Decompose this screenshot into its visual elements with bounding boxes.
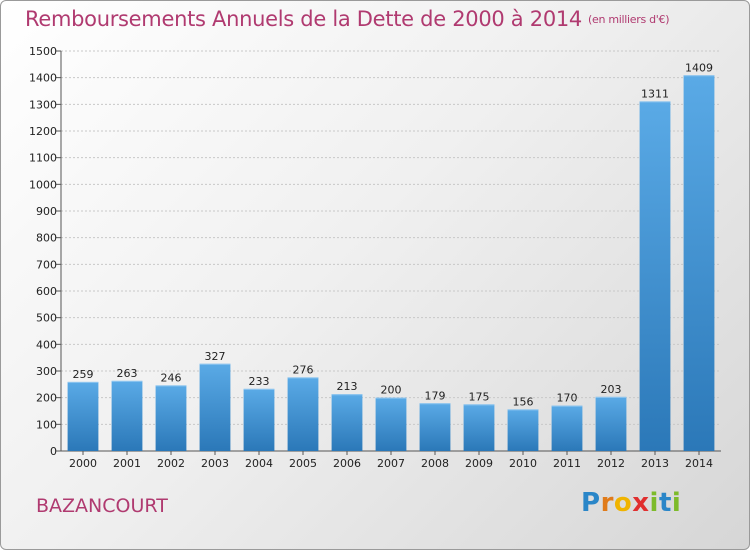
bar <box>639 101 671 452</box>
x-tick-label: 2006 <box>333 457 361 470</box>
y-tick-label: 600 <box>36 285 57 298</box>
chart-title-text: Remboursements Annuels de la Dette de 20… <box>25 7 582 31</box>
y-tick-label: 900 <box>36 205 57 218</box>
x-tick-label: 2012 <box>597 457 625 470</box>
logo-letter: i <box>671 488 682 518</box>
data-label: 203 <box>601 383 622 396</box>
bar <box>463 404 495 451</box>
data-label: 246 <box>161 371 182 384</box>
data-label: 175 <box>469 390 490 403</box>
proxiti-logo: Proxiti <box>581 488 681 518</box>
bar <box>67 381 99 451</box>
bar <box>375 397 407 451</box>
bar <box>199 363 231 451</box>
y-tick-label: 500 <box>36 312 57 325</box>
bar <box>243 388 275 451</box>
y-tick-label: 1200 <box>29 125 57 138</box>
data-label: 233 <box>249 375 270 388</box>
x-tick-label: 2008 <box>421 457 449 470</box>
logo-letter: t <box>658 488 672 518</box>
chart-title: Remboursements Annuels de la Dette de 20… <box>25 7 669 31</box>
bar <box>111 380 143 451</box>
x-tick-label: 2000 <box>69 457 97 470</box>
logo-letter: i <box>649 488 659 518</box>
y-tick-label: 1000 <box>29 178 57 191</box>
x-tick-label: 2005 <box>289 457 317 470</box>
data-label: 263 <box>117 367 138 380</box>
x-tick-label: 2009 <box>465 457 493 470</box>
bar <box>551 405 583 451</box>
x-tick-label: 2007 <box>377 457 405 470</box>
bar <box>419 403 451 451</box>
y-tick-label: 1100 <box>29 152 57 165</box>
x-tick-label: 2003 <box>201 457 229 470</box>
x-tick-label: 2002 <box>157 457 185 470</box>
y-tick-label: 800 <box>36 232 57 245</box>
city-name: BAZANCOURT <box>36 495 168 517</box>
y-tick-label: 700 <box>36 258 57 271</box>
logo-letter: r <box>600 488 614 518</box>
bar <box>287 377 319 451</box>
data-label: 179 <box>425 389 446 402</box>
bar <box>595 396 627 451</box>
data-label: 1311 <box>641 87 669 100</box>
x-tick-label: 2004 <box>245 457 273 470</box>
chart-unit: (en milliers d'€) <box>588 13 670 26</box>
y-tick-label: 1400 <box>29 72 57 85</box>
y-tick-label: 1500 <box>29 45 57 58</box>
y-tick-label: 0 <box>50 445 57 458</box>
data-label: 1409 <box>685 61 713 74</box>
y-tick-label: 100 <box>36 418 57 431</box>
x-tick-label: 2011 <box>553 457 581 470</box>
y-tick-label: 300 <box>36 365 57 378</box>
bar <box>155 385 187 451</box>
data-label: 276 <box>293 363 314 376</box>
logo-letter: o <box>613 488 633 518</box>
x-tick-label: 2010 <box>509 457 537 470</box>
x-tick-label: 2014 <box>685 457 713 470</box>
data-label: 156 <box>513 395 534 408</box>
logo-letter: x <box>632 488 650 518</box>
data-label: 213 <box>337 380 358 393</box>
data-label: 259 <box>73 368 94 381</box>
bar <box>331 394 363 451</box>
bar <box>683 75 715 452</box>
y-tick-label: 400 <box>36 338 57 351</box>
x-tick-label: 2013 <box>641 457 669 470</box>
data-label: 327 <box>205 350 226 363</box>
data-label: 170 <box>557 392 578 405</box>
y-tick-label: 200 <box>36 392 57 405</box>
x-tick-label: 2001 <box>113 457 141 470</box>
bar <box>507 409 539 451</box>
data-label: 200 <box>381 384 402 397</box>
y-tick-label: 1300 <box>29 98 57 111</box>
logo-letter: P <box>581 488 601 518</box>
